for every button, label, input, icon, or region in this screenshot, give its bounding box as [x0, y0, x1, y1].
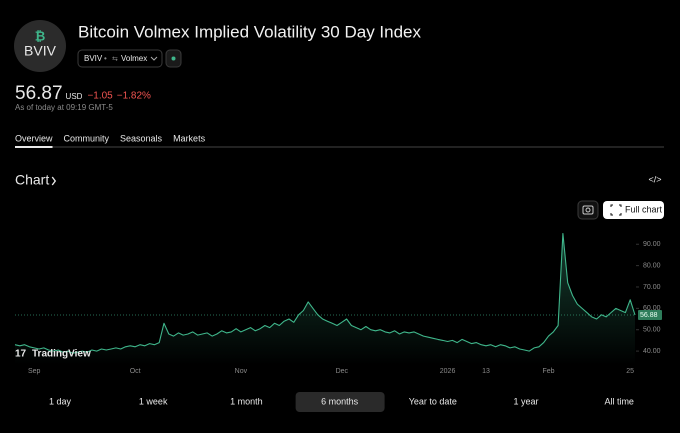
last-value-box: [638, 310, 662, 321]
x-tick-label: 2026: [440, 368, 456, 375]
logo-icon: ₿: [35, 28, 46, 43]
area-fill: [15, 233, 635, 365]
full-chart-button[interactable]: [603, 201, 664, 219]
price: 56.87: [15, 83, 63, 104]
range-button[interactable]: 1 week: [139, 396, 168, 406]
last-value-label: 56.88: [640, 312, 658, 319]
snapshot-button[interactable]: [577, 200, 599, 220]
x-tick-label: Nov: [235, 368, 248, 375]
expand-icon: [610, 204, 622, 216]
range-button[interactable]: 1 year: [513, 396, 538, 406]
title: Bitcoin Volmex Implied Volatility 30 Day…: [78, 22, 422, 41]
section-arrow: [51, 176, 57, 186]
symbol: BVIV: [84, 54, 103, 63]
full-chart-label: Full chart: [625, 204, 663, 214]
price-line: [14, 232, 636, 354]
exchange: Volmex: [121, 54, 147, 63]
x-tick-label: Dec: [336, 368, 349, 375]
range-button[interactable]: 1 month: [230, 396, 263, 406]
watermark: TradingView: [32, 349, 91, 360]
camera-icon: [582, 205, 594, 215]
ranges: 1 day 1 week 1 month 6 months Year to date 1 …: [49, 392, 634, 412]
x-tick-label: 13: [482, 368, 490, 375]
watermark-icon: 17: [15, 349, 27, 360]
tab-underline: [15, 146, 53, 148]
change-percent: −1.82%: [117, 91, 151, 102]
y-tick-label: 70.00: [643, 284, 661, 291]
x-tick-label: 25: [626, 368, 634, 375]
y-tick-label: 50.00: [643, 327, 661, 334]
tabs: Overview Community Seasonals Markets: [15, 133, 206, 148]
y-tick-label: 60.00: [643, 305, 661, 312]
x-tick-label: Oct: [130, 368, 141, 375]
range-button[interactable]: Year to date: [409, 396, 457, 406]
status-dot: [171, 56, 176, 61]
tab[interactable]: Community: [64, 133, 110, 143]
as-of: As of today at 09:19 GMT-5: [15, 103, 113, 112]
x-tick-label: Sep: [28, 368, 41, 375]
logo: [14, 20, 66, 72]
chart: 40.00 50.00 60.00 70.00 80.00 90.00 Sep Oct Nov D…: [14, 232, 662, 375]
exchange-icon: ⇆: [112, 56, 118, 63]
currency: USD: [66, 92, 83, 101]
y-tick-label: 40.00: [643, 348, 661, 355]
symbol-pill[interactable]: [77, 49, 163, 68]
range-active: [295, 392, 385, 412]
tab[interactable]: Seasonals: [120, 133, 163, 143]
separator: •: [104, 54, 107, 63]
logo-text: BVIV: [24, 43, 57, 59]
range-button[interactable]: 6 months: [321, 396, 359, 406]
y-tick-label: 90.00: [643, 241, 661, 248]
y-tick-label: 80.00: [643, 262, 661, 269]
section-title[interactable]: Chart: [15, 172, 49, 188]
tab[interactable]: Overview: [15, 133, 53, 143]
embed-icon[interactable]: </>: [648, 174, 661, 184]
tab[interactable]: Markets: [173, 133, 206, 143]
chevron: [150, 56, 158, 61]
range-button[interactable]: 1 day: [49, 396, 72, 406]
camera-lens: [585, 207, 591, 213]
x-tick-label: Feb: [542, 368, 554, 375]
change: −1.05: [87, 91, 113, 102]
range-button[interactable]: All time: [604, 396, 634, 406]
